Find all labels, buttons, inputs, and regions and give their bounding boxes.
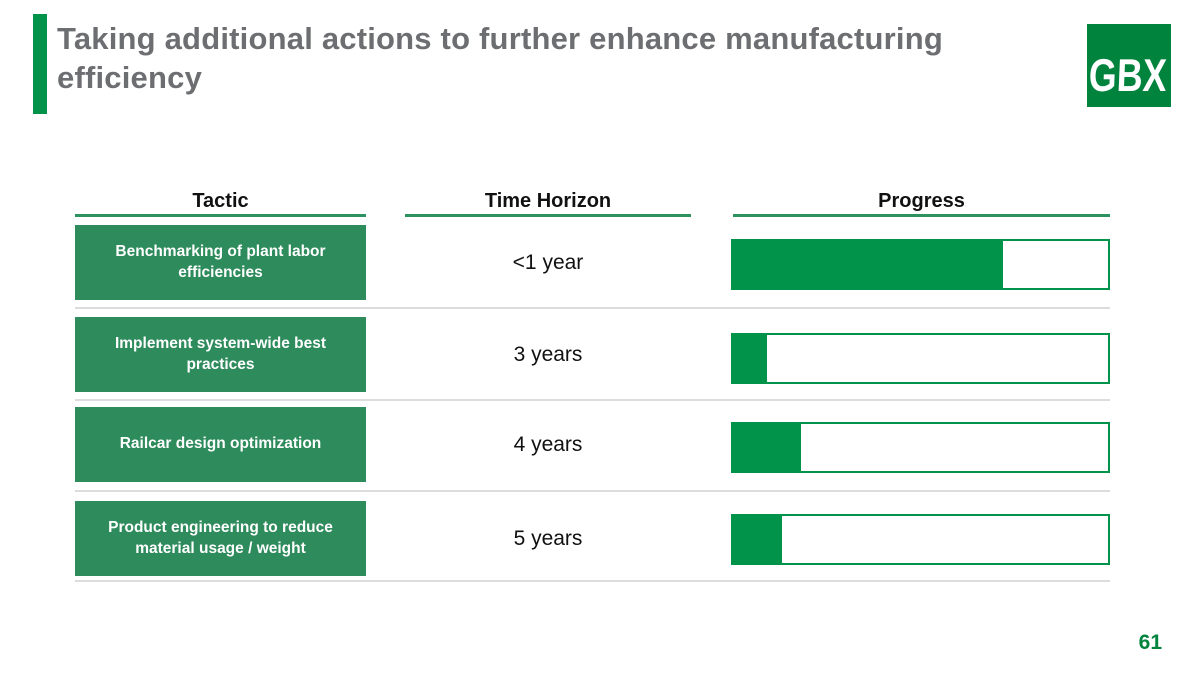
tactic-box: Benchmarking of plant labor efficiencies	[75, 225, 366, 300]
tactic-box: Railcar design optimization	[75, 407, 366, 482]
progress-bar-fill	[733, 516, 782, 563]
progress-bar	[731, 333, 1110, 384]
progress-bar-fill	[733, 335, 767, 382]
time-horizon-value: 4 years	[513, 432, 583, 456]
progress-bar	[731, 422, 1110, 473]
page-number: 61	[1138, 631, 1162, 654]
gbx-logo-text: GBX	[1087, 49, 1168, 101]
tactic-box: Product engineering to reduce material u…	[75, 501, 366, 576]
row-separator	[75, 307, 1110, 309]
tactic-box: Implement system-wide best practices	[75, 317, 366, 392]
progress-bar-fill	[733, 241, 1003, 288]
time-horizon-value: 5 years	[513, 526, 583, 550]
title-accent-bar	[33, 14, 47, 114]
progress-bar	[731, 239, 1110, 290]
row-separator	[75, 399, 1110, 401]
time-horizon-value: 3 years	[513, 342, 583, 366]
header-underline-time-horizon	[405, 214, 691, 217]
time-horizon-value: <1 year	[512, 250, 584, 274]
column-header-tactic: Tactic	[192, 190, 249, 212]
page-title: Taking additional actions to further enh…	[57, 21, 944, 95]
progress-bar	[731, 514, 1110, 565]
column-header-progress: Progress	[878, 190, 965, 212]
row-separator	[75, 580, 1110, 582]
header-underline-progress	[733, 214, 1110, 217]
column-header-time-horizon: Time Horizon	[484, 190, 612, 212]
header-underline-tactic	[75, 214, 366, 217]
progress-bar-fill	[733, 424, 801, 471]
gbx-logo: GBX	[1087, 24, 1171, 107]
row-separator	[75, 490, 1110, 492]
